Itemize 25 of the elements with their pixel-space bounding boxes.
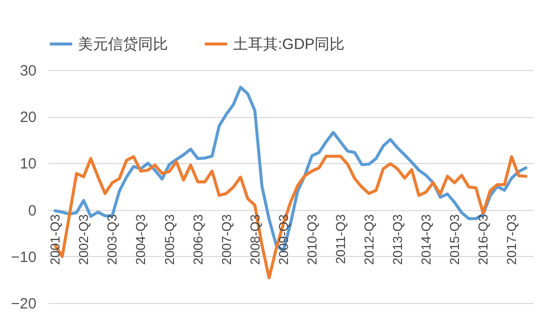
y-tick-label: −10 xyxy=(11,248,36,266)
x-tick-label: 2014-Q3 xyxy=(418,214,434,265)
legend-label: 土耳其:GDP同比 xyxy=(233,36,345,53)
legend-label: 美元信贷同比 xyxy=(78,36,168,53)
x-tick-label: 2011-Q3 xyxy=(332,214,348,264)
x-tick-label: 2012-Q3 xyxy=(361,214,376,265)
y-tick-label: 30 xyxy=(20,62,36,80)
x-tick-label: 2013-Q3 xyxy=(390,214,405,265)
x-tick-label: 2007-Q3 xyxy=(218,214,234,265)
x-tick-label: 2016-Q3 xyxy=(476,214,491,265)
y-tick-label: 0 xyxy=(28,202,36,220)
x-tick-label: 2017-Q3 xyxy=(504,214,520,265)
x-tick-label: 2008-Q3 xyxy=(247,214,262,265)
x-tick-label: 2015-Q3 xyxy=(447,214,462,265)
x-tick-label: 2004-Q3 xyxy=(133,214,148,265)
y-tick-label: −20 xyxy=(11,296,36,312)
x-tick-label: 2002-Q3 xyxy=(76,214,92,265)
x-tick-label: 2003-Q3 xyxy=(104,214,120,265)
y-tick-label: 20 xyxy=(20,109,36,126)
x-tick-label: 2010-Q3 xyxy=(304,214,320,265)
x-tick-label: 2005-Q3 xyxy=(162,214,177,265)
x-tick-label: 2001-Q3 xyxy=(48,214,63,265)
x-tick-label: 2006-Q3 xyxy=(190,214,206,265)
y-tick-label: 10 xyxy=(20,156,36,173)
x-tick-label: 2009-Q3 xyxy=(276,214,291,265)
